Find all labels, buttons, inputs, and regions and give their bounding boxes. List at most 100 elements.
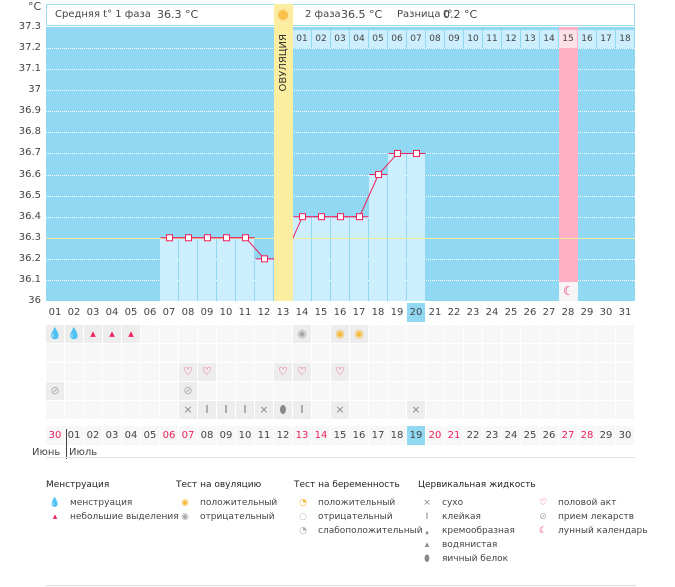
cycle-day[interactable]: 08 (181, 307, 195, 318)
marker-cell[interactable] (445, 325, 463, 343)
marker-cell[interactable] (198, 344, 216, 362)
calendar-date[interactable]: 08 (198, 426, 216, 445)
marker-cell[interactable] (122, 363, 140, 381)
marker-cell[interactable] (160, 363, 178, 381)
cycle-day[interactable]: 01 (48, 307, 62, 318)
calendar-date[interactable]: 06 (160, 426, 178, 445)
marker-cell[interactable]: ◉ (293, 325, 311, 343)
marker-cell[interactable] (350, 344, 368, 362)
temperature-point[interactable] (223, 234, 230, 242)
marker-cell[interactable] (616, 401, 634, 419)
cycle-day[interactable]: 15 (314, 307, 328, 318)
marker-cell[interactable] (426, 401, 444, 419)
marker-cell[interactable]: × (179, 401, 197, 419)
temperature-point[interactable] (337, 213, 344, 221)
marker-cell[interactable]: ▴ (122, 325, 140, 343)
marker-cell[interactable] (141, 344, 159, 362)
marker-cell[interactable]: I (217, 401, 235, 419)
marker-cell[interactable] (502, 344, 520, 362)
calendar-date[interactable]: 18 (388, 426, 406, 445)
marker-cell[interactable] (578, 325, 596, 343)
cycle-day[interactable]: 10 (219, 307, 233, 318)
calendar-date[interactable]: 04 (122, 426, 140, 445)
calendar-date[interactable]: 22 (464, 426, 482, 445)
marker-cell[interactable] (160, 344, 178, 362)
marker-cell[interactable] (464, 344, 482, 362)
marker-cell[interactable] (46, 363, 64, 381)
marker-cell[interactable] (141, 382, 159, 400)
calendar-date[interactable]: 14 (312, 426, 330, 445)
marker-cell[interactable] (255, 344, 273, 362)
marker-cell[interactable] (559, 325, 577, 343)
marker-cell[interactable]: ♡ (331, 363, 349, 381)
marker-cell[interactable] (46, 344, 64, 362)
marker-cell[interactable] (616, 325, 634, 343)
cycle-day[interactable]: 09 (200, 307, 214, 318)
marker-cell[interactable] (103, 363, 121, 381)
marker-cell[interactable] (274, 325, 292, 343)
marker-cell[interactable] (464, 325, 482, 343)
marker-cell[interactable] (255, 363, 273, 381)
marker-cell[interactable] (540, 382, 558, 400)
marker-cell[interactable] (597, 363, 615, 381)
marker-cell[interactable] (312, 325, 330, 343)
calendar-date[interactable]: 27 (559, 426, 577, 445)
marker-cell[interactable]: 💧 (46, 325, 64, 343)
marker-cell[interactable] (464, 382, 482, 400)
marker-cell[interactable]: ♡ (198, 363, 216, 381)
marker-cell[interactable] (483, 401, 501, 419)
cycle-day[interactable]: 23 (466, 307, 480, 318)
marker-cell[interactable] (388, 382, 406, 400)
marker-cell[interactable] (350, 382, 368, 400)
marker-cell[interactable]: ◉ (331, 325, 349, 343)
marker-cell[interactable] (217, 363, 235, 381)
cycle-day[interactable]: 27 (542, 307, 556, 318)
marker-cell[interactable] (464, 363, 482, 381)
cycle-day[interactable]: 04 (105, 307, 119, 318)
marker-cell[interactable] (559, 363, 577, 381)
marker-cell[interactable] (502, 382, 520, 400)
marker-cell[interactable] (84, 401, 102, 419)
cycle-day[interactable]: 11 (238, 307, 252, 318)
marker-cell[interactable] (312, 401, 330, 419)
calendar-date[interactable]: 13 (293, 426, 311, 445)
marker-cell[interactable]: ⬮ (274, 401, 292, 419)
temperature-point[interactable] (185, 234, 192, 242)
marker-cell[interactable] (502, 325, 520, 343)
calendar-date[interactable]: 24 (502, 426, 520, 445)
marker-cell[interactable]: 💧 (65, 325, 83, 343)
cycle-day[interactable]: 25 (504, 307, 518, 318)
marker-cell[interactable] (179, 344, 197, 362)
cycle-day[interactable]: 12 (257, 307, 271, 318)
marker-cell[interactable] (597, 401, 615, 419)
marker-cell[interactable] (331, 344, 349, 362)
cycle-day[interactable]: 06 (143, 307, 157, 318)
marker-cell[interactable] (559, 401, 577, 419)
temperature-point[interactable] (242, 234, 249, 242)
marker-cell[interactable]: ▴ (103, 325, 121, 343)
cycle-day[interactable]: 22 (447, 307, 461, 318)
marker-cell[interactable] (331, 382, 349, 400)
marker-cell[interactable] (426, 344, 444, 362)
marker-cell[interactable] (407, 325, 425, 343)
marker-cell[interactable] (141, 401, 159, 419)
marker-cell[interactable] (616, 344, 634, 362)
marker-cell[interactable] (540, 363, 558, 381)
marker-cell[interactable] (198, 325, 216, 343)
marker-cell[interactable] (293, 382, 311, 400)
marker-cell[interactable] (160, 401, 178, 419)
marker-cell[interactable] (103, 344, 121, 362)
temperature-point[interactable] (299, 213, 306, 221)
marker-cell[interactable] (540, 344, 558, 362)
marker-cell[interactable] (521, 401, 539, 419)
marker-cell[interactable] (65, 344, 83, 362)
temperature-point[interactable] (318, 213, 325, 221)
cycle-day[interactable]: 14 (295, 307, 309, 318)
calendar-date[interactable]: 09 (217, 426, 235, 445)
marker-cell[interactable] (293, 344, 311, 362)
marker-cell[interactable] (597, 344, 615, 362)
calendar-date[interactable]: 01 (65, 426, 83, 445)
marker-cell[interactable] (84, 382, 102, 400)
cycle-day[interactable]: 19 (390, 307, 404, 318)
marker-cell[interactable] (388, 344, 406, 362)
